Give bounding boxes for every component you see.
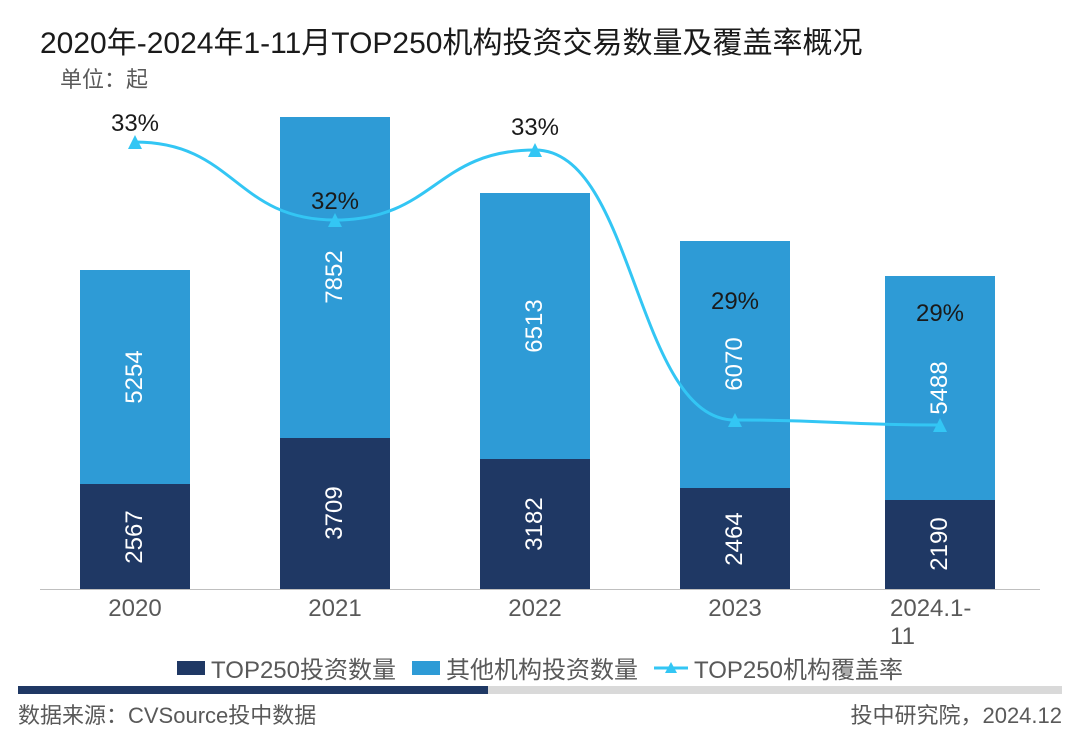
x-axis-label: 2020 xyxy=(108,595,161,623)
data-source: 数据来源：CVSource投中数据 xyxy=(18,698,316,730)
bar-group: 6513 3182 xyxy=(480,193,590,589)
bar-other: 6513 xyxy=(480,193,590,459)
bar-value-label: 6513 xyxy=(521,299,549,352)
bar-value-label: 5254 xyxy=(121,350,149,403)
x-axis-labels: 20202021202220232024.1-11 xyxy=(40,595,1040,625)
coverage-pct-label: 32% xyxy=(311,188,359,216)
coverage-pct-label: 29% xyxy=(916,300,964,328)
legend-line-icon xyxy=(654,661,688,675)
bar-other: 7852 xyxy=(280,117,390,438)
bar-value-label: 3182 xyxy=(521,497,549,550)
legend-label: TOP250机构覆盖率 xyxy=(694,650,903,685)
bar-top250: 2567 xyxy=(80,484,190,589)
bar-value-label: 2464 xyxy=(721,512,749,565)
legend-item: TOP250机构覆盖率 xyxy=(654,650,903,685)
bar-value-label: 7852 xyxy=(321,251,349,304)
bar-top250: 2464 xyxy=(680,488,790,589)
bar-value-label: 2567 xyxy=(121,510,149,563)
legend-item: 其他机构投资数量 xyxy=(412,650,638,685)
coverage-pct-label: 33% xyxy=(111,110,159,138)
bar-value-label: 2190 xyxy=(926,518,954,571)
bar-other: 6070 xyxy=(680,241,790,489)
chart-area: 5254 2567 7852 3709 6513 3182 6070 2464 5488 2190… xyxy=(40,100,1040,620)
x-axis-label: 2022 xyxy=(508,595,561,623)
bar-value-label: 5488 xyxy=(926,361,954,414)
bar-top250: 3709 xyxy=(280,438,390,589)
bar-group: 5254 2567 xyxy=(80,270,190,589)
bar-value-label: 6070 xyxy=(721,338,749,391)
chart-title: 2020年-2024年1-11月TOP250机构投资交易数量及覆盖率概况 xyxy=(40,18,862,62)
legend-swatch xyxy=(412,661,440,675)
coverage-pct-label: 33% xyxy=(511,114,559,142)
coverage-pct-label: 29% xyxy=(711,288,759,316)
legend-item: TOP250投资数量 xyxy=(177,650,396,685)
legend-label: 其他机构投资数量 xyxy=(446,650,638,685)
footer-divider xyxy=(18,686,1062,694)
legend-label: TOP250投资数量 xyxy=(211,650,396,685)
x-axis-label: 2023 xyxy=(708,595,761,623)
bar-value-label: 3709 xyxy=(321,487,349,540)
bar-top250: 3182 xyxy=(480,459,590,589)
plot-region: 5254 2567 7852 3709 6513 3182 6070 2464 5488 2190 xyxy=(40,100,1040,590)
x-axis-label: 2024.1-11 xyxy=(890,595,990,651)
legend-swatch xyxy=(177,661,205,675)
chart-unit: 单位：起 xyxy=(60,62,148,94)
legend: TOP250投资数量 其他机构投资数量 TOP250机构覆盖率 xyxy=(0,650,1080,685)
bar-top250: 2190 xyxy=(885,500,995,589)
credit: 投中研究院，2024.12 xyxy=(850,698,1062,730)
bar-other: 5254 xyxy=(80,270,190,485)
x-axis-label: 2021 xyxy=(308,595,361,623)
